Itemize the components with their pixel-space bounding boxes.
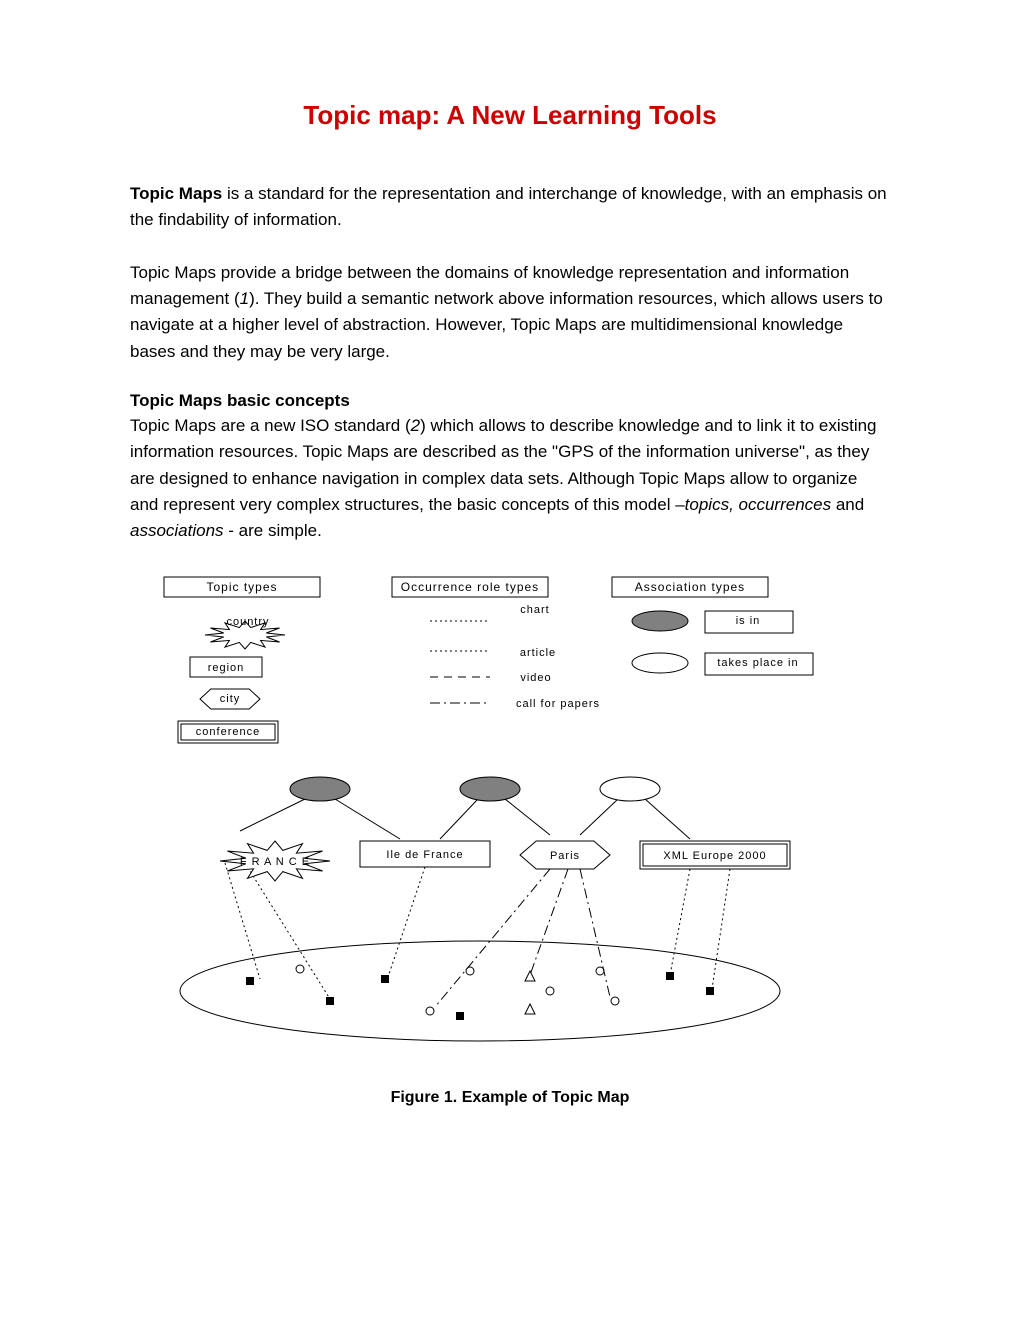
svg-text:Paris: Paris [550,850,580,862]
svg-text:chart: chart [520,604,549,616]
svg-text:is in: is in [736,615,761,627]
figure-1: Topic types Occurrence role types Associat… [130,571,890,1107]
paragraph-concepts: Topic Maps are a new ISO standard (2) wh… [130,413,890,545]
svg-text:Occurrence role types: Occurrence role types [401,580,539,594]
svg-text:F R A N C E: F R A N C E [240,856,310,868]
document-page: Topic map: A New Learning Tools Topic Ma… [0,0,1020,1197]
svg-text:Ile de France: Ile de France [386,849,463,861]
p3-mid: and [831,495,864,514]
svg-text:country: country [226,616,269,628]
svg-text:Association types: Association types [635,580,745,594]
paragraph-intro: Topic Maps is a standard for the represe… [130,181,890,234]
p3-post2: - are simple. [224,521,322,540]
subheading-basic-concepts: Topic Maps basic concepts [130,391,890,411]
svg-text:conference: conference [196,726,260,738]
svg-text:Topic types: Topic types [206,580,277,594]
svg-text:call for papers: call for papers [516,698,600,710]
p3-it2: associations [130,521,224,540]
lead-term: Topic Maps [130,184,222,203]
svg-text:video: video [520,672,551,684]
p3-it1: topics, occurrences [685,495,831,514]
svg-text:article: article [520,647,556,659]
topic-map-diagram: Topic types Occurrence role types Associat… [130,571,830,1061]
p3-pre: Topic Maps are a new ISO standard ( [130,416,411,435]
svg-text:region: region [208,662,245,674]
svg-text:XML Europe 2000: XML Europe 2000 [663,850,766,862]
svg-text:city: city [220,693,241,705]
intro-rest: is a standard for the representation and… [130,184,887,229]
figure-caption: Figure 1. Example of Topic Map [130,1089,890,1107]
paragraph-bridge: Topic Maps provide a bridge between the … [130,260,890,365]
p3-ref: 2 [411,416,420,435]
p2-ref: 1 [240,289,249,308]
document-title: Topic map: A New Learning Tools [130,100,890,131]
svg-text:takes place in: takes place in [717,657,798,669]
